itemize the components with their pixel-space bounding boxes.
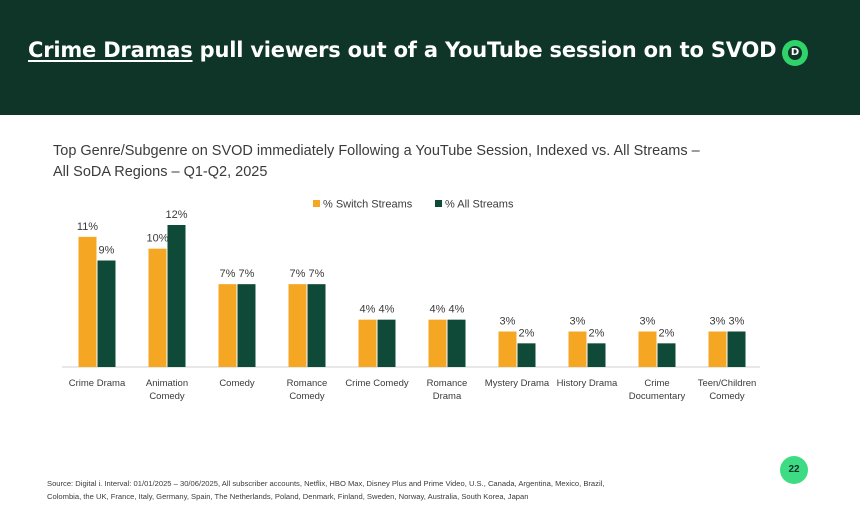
chart-subtitle: Top Genre/Subgenre on SVOD immediately F… <box>53 141 733 183</box>
bar-all-0 <box>97 260 116 367</box>
data-label-switch-9: 3% <box>710 316 726 328</box>
category-label-5: Romance <box>427 378 468 389</box>
data-label-switch-0: 11% <box>77 221 98 233</box>
category-label-7: History Drama <box>557 378 618 389</box>
category-label-8: Documentary <box>629 391 686 402</box>
slide-title: Crime Dramas pull viewers out of a YouTu… <box>28 38 777 62</box>
data-label-switch-8: 3% <box>640 316 656 328</box>
brand-logo-icon: D <box>782 40 808 66</box>
category-label-4: Crime Comedy <box>345 378 409 389</box>
data-label-all-2: 7% <box>239 268 255 280</box>
data-label-switch-5: 4% <box>430 304 446 316</box>
bar-all-1 <box>167 225 186 367</box>
category-label-3: Comedy <box>289 391 325 402</box>
bar-switch-4 <box>358 319 377 367</box>
data-label-all-4: 4% <box>379 304 395 316</box>
category-label-9: Teen/Children <box>698 378 757 389</box>
bar-all-9 <box>727 331 746 367</box>
chart-subtitle-line2: All SoDA Regions – Q1-Q2, 2025 <box>53 164 268 180</box>
bar-all-8 <box>657 343 676 367</box>
legend-label-1: % All Streams <box>445 199 514 211</box>
source-line1: Source: Digital i. Interval: 01/01/2025 … <box>47 479 605 488</box>
data-label-all-5: 4% <box>449 304 465 316</box>
bar-switch-3 <box>288 284 307 367</box>
data-label-all-0: 9% <box>99 245 115 257</box>
data-label-all-1: 12% <box>165 209 187 221</box>
chart-subtitle-line1: Top Genre/Subgenre on SVOD immediately F… <box>53 143 700 159</box>
data-label-switch-4: 4% <box>360 304 376 316</box>
source-note: Source: Digital i. Interval: 01/01/2025 … <box>47 477 747 503</box>
category-label-0: Crime Drama <box>69 378 126 389</box>
data-label-switch-1: 10% <box>146 233 168 245</box>
bar-switch-9 <box>708 331 727 367</box>
data-label-switch-7: 3% <box>570 316 586 328</box>
bar-switch-5 <box>428 319 447 367</box>
title-rest: pull viewers out of a YouTube session on… <box>192 38 777 62</box>
category-label-5: Drama <box>433 391 462 402</box>
bar-switch-0 <box>78 236 97 367</box>
bar-all-3 <box>307 284 326 367</box>
category-label-1: Comedy <box>149 391 185 402</box>
bar-all-4 <box>377 319 396 367</box>
data-label-switch-3: 7% <box>290 268 306 280</box>
header-banner: Crime Dramas pull viewers out of a YouTu… <box>0 0 860 115</box>
category-label-9: Comedy <box>709 391 745 402</box>
category-label-3: Romance <box>287 378 328 389</box>
data-label-switch-6: 3% <box>500 316 516 328</box>
bar-all-7 <box>587 343 606 367</box>
data-label-all-7: 2% <box>589 327 605 339</box>
data-label-all-3: 7% <box>309 268 325 280</box>
source-line2: Colombia, the UK, France, Italy, Germany… <box>47 492 529 501</box>
bar-all-5 <box>447 319 466 367</box>
category-label-6: Mystery Drama <box>485 378 550 389</box>
bar-switch-7 <box>568 331 587 367</box>
data-label-all-6: 2% <box>519 327 535 339</box>
bar-all-2 <box>237 284 256 367</box>
brand-logo-letter: D <box>790 47 800 58</box>
legend-label-0: % Switch Streams <box>323 199 413 211</box>
bar-switch-6 <box>498 331 517 367</box>
legend-swatch-1 <box>435 200 442 207</box>
bar-switch-1 <box>148 248 167 367</box>
category-label-1: Animation <box>146 378 188 389</box>
data-label-all-9: 3% <box>729 316 745 328</box>
bar-switch-8 <box>638 331 657 367</box>
legend-swatch-0 <box>313 200 320 207</box>
page-number-badge: 22 <box>780 456 808 484</box>
category-label-8: Crime <box>644 378 669 389</box>
bar-all-6 <box>517 343 536 367</box>
category-label-2: Comedy <box>219 378 255 389</box>
data-label-all-8: 2% <box>659 327 675 339</box>
bar-switch-2 <box>218 284 237 367</box>
title-highlight: Crime Dramas <box>28 38 193 62</box>
data-label-switch-2: 7% <box>220 268 236 280</box>
